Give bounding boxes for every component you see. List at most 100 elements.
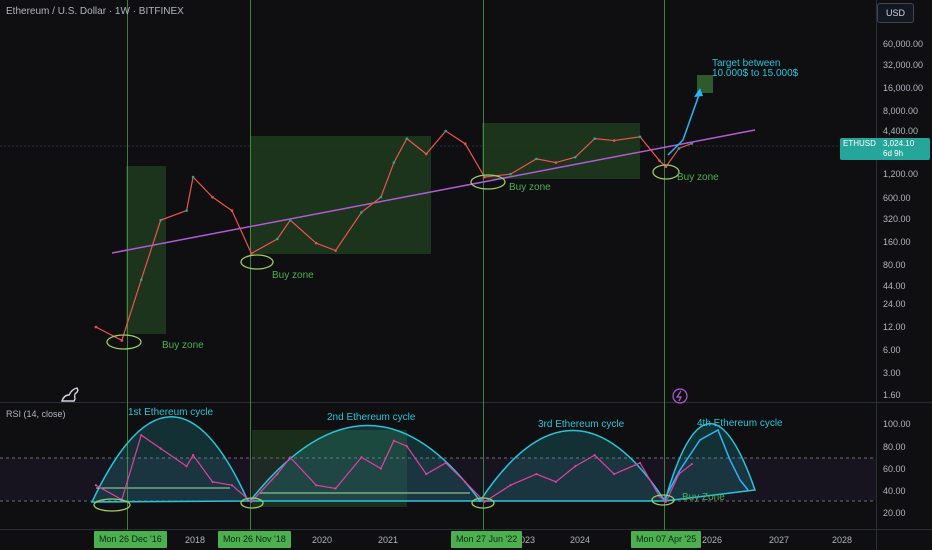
- symbol-badge: ETHUSD: [840, 138, 884, 160]
- date-badge-4: Mon 07 Apr '25: [631, 531, 702, 548]
- cycle1-label: 1st Ethereum cycle: [128, 407, 214, 418]
- cycle1-arc: [90, 416, 250, 503]
- rsi-series: [95, 434, 693, 503]
- trendline: [111, 129, 756, 254]
- rsi-tick: 80.00: [883, 442, 906, 452]
- rsi-point: [535, 472, 538, 476]
- countdown: 6d 9h: [883, 149, 904, 158]
- buy-zone-ellipse-3: [470, 174, 506, 190]
- y-tick: 12.00: [883, 322, 906, 332]
- cycle3-box: [482, 123, 640, 179]
- y-tick: 6.00: [883, 345, 901, 355]
- rsi-point: [289, 456, 292, 459]
- x-tick: 2027: [769, 535, 790, 545]
- rsi-point: [574, 465, 577, 468]
- rsi-point: [334, 487, 337, 490]
- rsi-point: [638, 461, 642, 465]
- y-tick: 80.00: [883, 260, 906, 270]
- price-point: [185, 209, 188, 212]
- rsi-tick: 60.00: [883, 464, 906, 474]
- x-tick: 2021: [378, 535, 399, 545]
- rsi-point: [483, 500, 486, 503]
- date-badge-3: Mon 27 Jun '22: [451, 531, 523, 548]
- y-tick: 3.00: [883, 368, 901, 378]
- rsi-point: [554, 480, 557, 483]
- cycle2-label: 2nd Ethereum cycle: [327, 412, 416, 423]
- rsi-point: [94, 484, 98, 487]
- price-point: [424, 152, 428, 156]
- rsi-ellipse-1: [93, 498, 131, 512]
- rsi-point: [211, 480, 214, 483]
- price-point: [509, 172, 512, 176]
- price-point: [230, 209, 234, 212]
- price-point: [535, 157, 538, 161]
- price-point: [612, 139, 616, 142]
- date-badge-1: Mon 26 Dec '16: [94, 531, 167, 548]
- price-point: [392, 161, 396, 164]
- y-tick: 1.60: [883, 390, 901, 400]
- y-tick: 32,000.00: [883, 60, 924, 70]
- x-tick: 2026: [702, 535, 723, 545]
- price-point: [275, 237, 279, 241]
- y-tick: 24.00: [883, 299, 906, 309]
- target-label-1: Target between: [712, 58, 781, 69]
- price-series: [95, 130, 693, 342]
- lightning-glyph: [675, 390, 682, 402]
- rsi-point: [405, 445, 408, 448]
- rsi-point: [425, 472, 428, 476]
- arrow-head: [694, 88, 703, 97]
- rsi-point: [276, 472, 279, 476]
- rsi-point: [444, 461, 447, 465]
- price-point: [444, 129, 448, 133]
- price-point: [120, 339, 124, 342]
- buy-zone-label-2: Buy zone: [272, 270, 314, 281]
- target-box: [697, 75, 713, 93]
- rsi-pane: [0, 403, 876, 529]
- currency-button[interactable]: USD: [877, 3, 914, 23]
- chart-title: Ethereum / U.S. Dollar · 1W · BITFINEX: [6, 6, 184, 17]
- y-tick: 60,000.00: [883, 39, 924, 49]
- price-point: [405, 137, 409, 140]
- rsi-point: [664, 500, 668, 503]
- rsi-point: [593, 454, 596, 457]
- rsi-point: [185, 465, 188, 468]
- rsi-projection: [664, 428, 749, 499]
- rsi-tick: 20.00: [883, 508, 906, 518]
- price-point: [638, 135, 642, 139]
- rsi-point: [690, 462, 693, 466]
- rsi-point: [191, 454, 195, 457]
- lightning-icon[interactable]: [672, 388, 688, 404]
- rsi-point: [464, 480, 467, 483]
- y-tick: 8,000.00: [883, 106, 919, 116]
- buy-zone-label-3: Buy zone: [509, 182, 551, 193]
- rsi-ellipse-4: [651, 494, 675, 506]
- price-point: [139, 278, 143, 281]
- buy-zone-label-rsi: Buy Zone: [682, 492, 725, 503]
- price-point: [658, 159, 661, 162]
- rsi-title: RSI (14, close): [6, 409, 66, 419]
- rsi-point: [315, 484, 318, 487]
- projection-arrow: [667, 91, 701, 156]
- price-point: [94, 325, 98, 329]
- rsi-tick: 100.00: [883, 419, 911, 429]
- target-label-2: 10.000$ to 15.000$: [712, 68, 799, 79]
- rsi-point: [392, 439, 395, 442]
- symbol-label: ETHUSD: [843, 139, 876, 148]
- y-tick: 4,400.00: [883, 126, 919, 136]
- y-tick: 44.00: [883, 281, 906, 291]
- price-point: [690, 142, 694, 145]
- price-point: [593, 137, 596, 140]
- rsi-point: [379, 467, 383, 470]
- price-point: [288, 218, 292, 222]
- price-point: [211, 195, 214, 199]
- y-tick: 320.00: [883, 214, 911, 224]
- cycle4-arc: [663, 423, 757, 502]
- x-tick: 2028: [832, 535, 853, 545]
- rsi-point: [140, 434, 143, 437]
- rsi-point: [509, 484, 512, 487]
- price-point: [573, 155, 577, 159]
- price-point: [360, 210, 363, 214]
- x-tick: 2023: [515, 535, 536, 545]
- rsi-point: [677, 472, 680, 476]
